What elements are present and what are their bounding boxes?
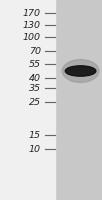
Text: 70: 70 [29, 46, 41, 55]
Ellipse shape [65, 66, 96, 76]
Text: 25: 25 [29, 98, 41, 107]
Text: 55: 55 [29, 60, 41, 69]
Text: 40: 40 [29, 74, 41, 83]
Text: 100: 100 [23, 32, 41, 42]
Text: 15: 15 [29, 130, 41, 140]
Text: 130: 130 [23, 21, 41, 29]
Bar [0, 0, 55, 200]
Text: 35: 35 [29, 84, 41, 93]
Text: 10: 10 [29, 144, 41, 154]
Ellipse shape [62, 60, 99, 82]
Text: 170: 170 [23, 8, 41, 18]
